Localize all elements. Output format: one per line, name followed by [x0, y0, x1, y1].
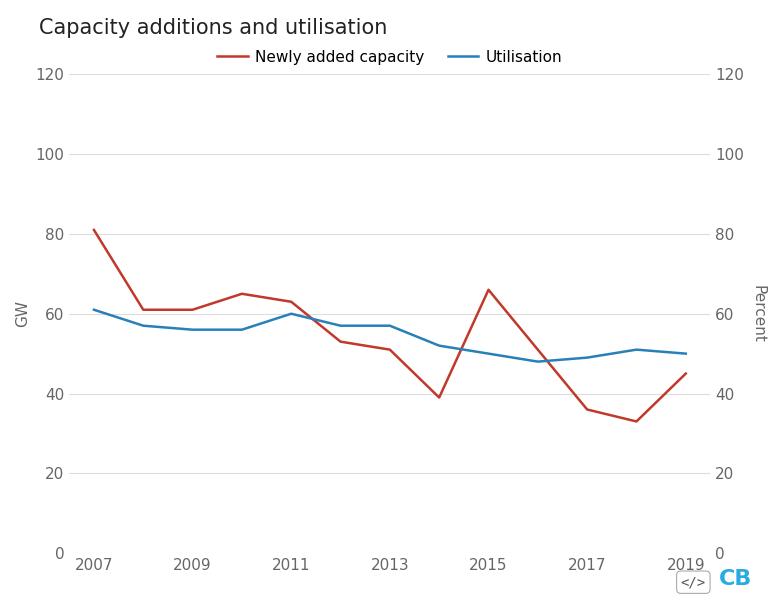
Legend: Newly added capacity, Utilisation: Newly added capacity, Utilisation — [211, 44, 569, 71]
Y-axis label: GW: GW — [15, 300, 30, 327]
Text: CB: CB — [719, 569, 753, 589]
Y-axis label: Percent: Percent — [750, 285, 765, 343]
Text: Capacity additions and utilisation: Capacity additions and utilisation — [39, 18, 388, 38]
Text: </>: </> — [681, 575, 706, 589]
